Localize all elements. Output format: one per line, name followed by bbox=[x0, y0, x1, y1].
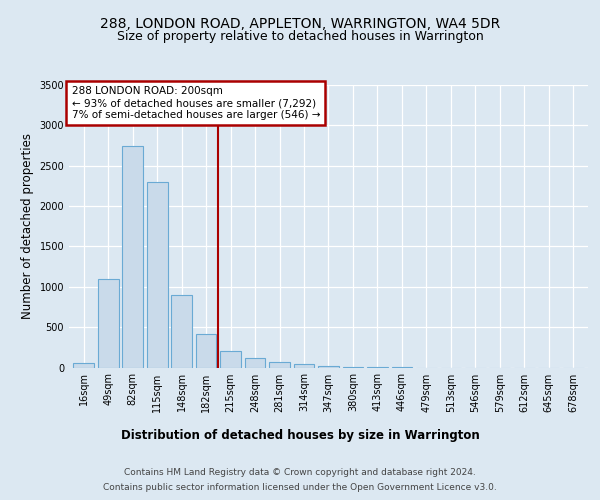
Text: Contains HM Land Registry data © Crown copyright and database right 2024.: Contains HM Land Registry data © Crown c… bbox=[124, 468, 476, 477]
Text: 288, LONDON ROAD, APPLETON, WARRINGTON, WA4 5DR: 288, LONDON ROAD, APPLETON, WARRINGTON, … bbox=[100, 18, 500, 32]
Text: Size of property relative to detached houses in Warrington: Size of property relative to detached ho… bbox=[116, 30, 484, 43]
Y-axis label: Number of detached properties: Number of detached properties bbox=[21, 133, 34, 320]
Bar bbox=[269, 362, 290, 368]
Bar bbox=[245, 358, 265, 368]
Bar bbox=[98, 278, 119, 368]
Bar bbox=[343, 367, 364, 368]
Bar bbox=[147, 182, 167, 368]
Text: Distribution of detached houses by size in Warrington: Distribution of detached houses by size … bbox=[121, 428, 479, 442]
Text: Contains public sector information licensed under the Open Government Licence v3: Contains public sector information licen… bbox=[103, 483, 497, 492]
Bar bbox=[220, 352, 241, 368]
Bar bbox=[293, 364, 314, 368]
Bar bbox=[171, 295, 192, 368]
Bar bbox=[196, 334, 217, 368]
Bar bbox=[122, 146, 143, 368]
Bar bbox=[73, 364, 94, 368]
Bar bbox=[318, 366, 339, 368]
Text: 288 LONDON ROAD: 200sqm
← 93% of detached houses are smaller (7,292)
7% of semi-: 288 LONDON ROAD: 200sqm ← 93% of detache… bbox=[71, 86, 320, 120]
